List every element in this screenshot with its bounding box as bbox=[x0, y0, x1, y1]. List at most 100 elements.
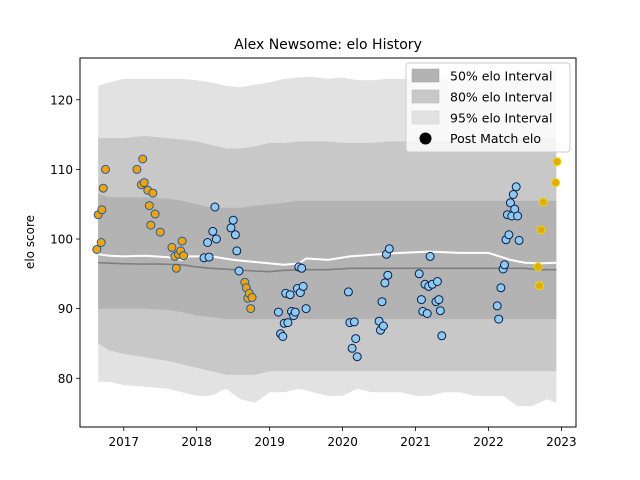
data-point-blue bbox=[228, 215, 238, 225]
y-tick-label: 100 bbox=[50, 233, 73, 247]
x-tick-label: 2018 bbox=[181, 435, 212, 449]
legend-label-80: 80% elo Interval bbox=[450, 90, 552, 105]
chart-title: Alex Newsome: elo History bbox=[234, 37, 422, 53]
data-point-blue bbox=[278, 332, 288, 341]
data-point-blue bbox=[234, 266, 244, 276]
data-point-blue bbox=[273, 307, 283, 317]
data-point-blue bbox=[208, 226, 218, 236]
y-tick-label: 80 bbox=[58, 372, 73, 386]
legend-label-95: 95% elo Interval bbox=[450, 111, 552, 126]
legend-swatch-80 bbox=[411, 89, 440, 104]
data-point-blue bbox=[211, 234, 221, 244]
y-tick-label: 120 bbox=[50, 93, 73, 107]
data-point-blue bbox=[380, 278, 390, 288]
data-point-blue bbox=[511, 182, 521, 192]
data-point-orange bbox=[139, 178, 149, 188]
data-point-orange bbox=[97, 205, 107, 215]
data-point-orange bbox=[177, 236, 187, 246]
data-point-blue bbox=[414, 269, 424, 279]
data-point-orange bbox=[155, 227, 165, 237]
data-point-blue bbox=[434, 295, 444, 305]
data-point-orange bbox=[144, 201, 154, 211]
x-tick-label: 2022 bbox=[473, 435, 504, 449]
data-point-blue bbox=[297, 263, 307, 273]
data-point-blue bbox=[285, 290, 295, 300]
x-axis: 2017 2018 2019 2020 2021 2022 2023 bbox=[108, 427, 577, 449]
data-point-orange bbox=[132, 164, 142, 174]
x-tick-label: 2017 bbox=[108, 435, 139, 449]
data-point-blue bbox=[425, 251, 435, 261]
data-point-blue bbox=[435, 306, 445, 316]
x-tick-label: 2023 bbox=[546, 435, 577, 449]
data-point-blue bbox=[283, 318, 293, 328]
axes-frame bbox=[79, 57, 577, 428]
legend-entry-80: 80% elo Interval bbox=[411, 89, 552, 105]
data-point-blue bbox=[378, 321, 388, 331]
data-point-orange bbox=[146, 220, 156, 230]
data-point-blue bbox=[437, 331, 447, 341]
legend-entry-95: 95% elo Interval bbox=[411, 111, 552, 126]
y-tick-label: 110 bbox=[50, 163, 73, 177]
band-50 bbox=[98, 193, 557, 320]
data-point-blue bbox=[230, 230, 240, 240]
data-point-yellow bbox=[536, 225, 546, 235]
y-axis-label: elo score bbox=[23, 215, 37, 269]
data-point-orange bbox=[138, 154, 148, 164]
legend-box bbox=[405, 62, 571, 153]
data-point-orange bbox=[101, 164, 110, 174]
data-point-orange bbox=[92, 245, 102, 254]
data-point-blue bbox=[500, 260, 509, 270]
data-point-orange bbox=[98, 183, 108, 193]
x-tick-label: 2021 bbox=[400, 435, 431, 449]
legend-entry-post-match: Post Match elo bbox=[419, 131, 541, 146]
y-tick-label: 90 bbox=[58, 302, 73, 316]
data-point-orange bbox=[247, 293, 257, 302]
legend-entry-50: 50% elo Interval bbox=[411, 68, 552, 84]
data-point-blue bbox=[492, 301, 502, 311]
data-point-yellow bbox=[552, 157, 562, 167]
data-point-blue bbox=[496, 283, 506, 293]
data-point-blue bbox=[514, 235, 524, 245]
data-point-orange bbox=[171, 263, 181, 273]
legend-label-post-match: Post Match elo bbox=[450, 131, 541, 146]
data-point-orange bbox=[148, 188, 158, 198]
data-point-blue bbox=[377, 297, 387, 307]
data-point-yellow bbox=[538, 197, 548, 207]
data-point-orange bbox=[150, 209, 160, 219]
plot-area bbox=[92, 68, 562, 407]
data-point-blue bbox=[349, 317, 359, 327]
data-point-blue bbox=[347, 343, 357, 353]
legend-swatch-50 bbox=[411, 68, 440, 83]
y-axis: 80 90 100 110 120 bbox=[50, 93, 80, 386]
data-point-orange bbox=[246, 304, 256, 314]
legend: 50% elo Interval 80% elo Interval 95% el… bbox=[405, 62, 571, 153]
data-point-blue bbox=[504, 230, 514, 240]
data-point-blue bbox=[204, 252, 214, 262]
data-point-blue bbox=[422, 309, 432, 318]
x-tick-label: 2019 bbox=[254, 435, 285, 449]
data-point-blue bbox=[508, 190, 518, 199]
data-point-blue bbox=[432, 277, 442, 286]
data-point-blue bbox=[505, 198, 515, 208]
data-point-blue bbox=[298, 281, 308, 291]
data-point-blue bbox=[351, 334, 361, 344]
legend-marker-post-match bbox=[419, 132, 432, 145]
data-point-blue bbox=[290, 307, 300, 317]
data-point-blue bbox=[301, 304, 311, 314]
data-point-blue bbox=[343, 287, 353, 297]
post-match-points bbox=[92, 154, 562, 362]
data-point-orange bbox=[179, 251, 189, 261]
data-point-blue bbox=[210, 202, 220, 212]
data-point-blue bbox=[203, 238, 213, 247]
data-point-blue bbox=[513, 211, 523, 221]
data-point-orange bbox=[96, 238, 106, 247]
x-tick-label: 2020 bbox=[327, 435, 358, 449]
data-point-blue bbox=[383, 270, 393, 280]
legend-label-50: 50% elo Interval bbox=[450, 69, 552, 84]
data-point-blue bbox=[494, 314, 504, 324]
data-point-yellow bbox=[535, 281, 544, 291]
data-point-orange bbox=[167, 242, 177, 252]
data-point-blue bbox=[384, 244, 394, 254]
data-point-blue bbox=[352, 352, 362, 362]
